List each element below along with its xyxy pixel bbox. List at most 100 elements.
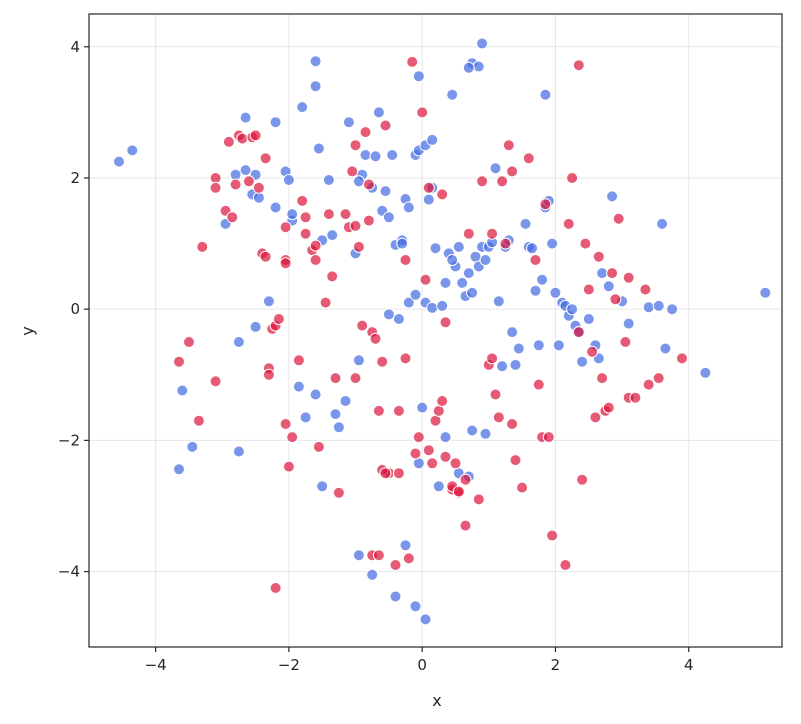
data-point-series-1 (596, 267, 609, 280)
data-point-series-1 (532, 339, 545, 352)
data-points (113, 37, 772, 626)
data-point-series-2 (419, 273, 432, 286)
data-point-series-1 (416, 401, 429, 414)
data-point-series-2 (449, 457, 462, 470)
data-point-series-1 (472, 60, 485, 73)
data-point-series-2 (582, 283, 595, 296)
data-point-series-1 (352, 549, 365, 562)
data-point-series-2 (506, 165, 519, 178)
data-point-series-1 (536, 273, 549, 286)
data-point-series-2 (279, 221, 292, 234)
data-point-series-1 (436, 299, 449, 312)
data-point-series-2 (506, 418, 519, 430)
data-point-series-1 (462, 61, 475, 74)
x-tick-label: 2 (551, 656, 561, 674)
data-point-series-2 (409, 447, 422, 460)
data-point-series-1 (462, 267, 475, 280)
data-point-series-2 (299, 211, 312, 224)
data-point-series-1 (126, 144, 139, 157)
data-point-series-2 (529, 254, 542, 266)
data-point-series-2 (619, 336, 632, 348)
data-point-series-1 (113, 155, 125, 168)
data-point-series-1 (602, 280, 615, 293)
data-point-series-2 (489, 388, 502, 401)
data-point-series-2 (222, 135, 235, 148)
data-point-series-2 (586, 345, 599, 358)
data-point-series-2 (349, 372, 362, 385)
data-point-series-2 (332, 486, 345, 499)
data-point-series-2 (173, 355, 185, 368)
data-point-series-2 (612, 212, 625, 225)
data-point-series-2 (639, 283, 652, 296)
data-point-series-1 (309, 55, 322, 68)
data-point-series-1 (479, 254, 492, 266)
data-point-series-1 (422, 193, 435, 206)
data-point-series-2 (472, 493, 485, 506)
data-point-series-2 (356, 319, 369, 332)
y-tick-label: 4 (70, 38, 80, 56)
data-point-series-1 (239, 111, 252, 124)
data-point-series-1 (389, 590, 402, 603)
data-point-series-2 (392, 467, 405, 480)
data-point-series-2 (406, 55, 419, 68)
data-point-series-1 (452, 240, 465, 253)
data-point-series-2 (362, 214, 375, 227)
y-tick-label: −2 (58, 431, 80, 449)
data-point-series-2 (346, 165, 359, 178)
data-point-series-2 (609, 293, 622, 306)
data-point-series-1 (309, 388, 322, 401)
data-point-series-1 (512, 342, 525, 355)
data-point-series-2 (242, 175, 255, 188)
data-point-series-2 (309, 239, 322, 252)
data-point-series-2 (272, 313, 285, 325)
data-point-series-2 (329, 372, 342, 385)
data-point-series-2 (352, 240, 365, 253)
data-point-series-1 (496, 360, 509, 373)
data-point-series-2 (606, 267, 619, 280)
data-point-series-1 (439, 431, 452, 444)
data-point-series-1 (309, 80, 322, 93)
data-point-series-2 (286, 431, 299, 444)
data-point-series-2 (439, 450, 452, 463)
data-point-series-1 (176, 384, 189, 397)
data-point-series-1 (576, 355, 589, 368)
data-point-series-1 (582, 313, 595, 325)
data-point-series-1 (296, 101, 309, 114)
data-point-series-2 (372, 404, 385, 417)
tick-labels: −4 −2 0 2 4 −4 −2 0 2 4 (58, 38, 694, 674)
data-point-series-2 (249, 129, 262, 142)
data-point-series-2 (676, 352, 688, 365)
data-point-series-1 (549, 286, 562, 299)
grid-lines (89, 14, 782, 647)
data-point-series-1 (369, 150, 382, 163)
data-point-series-1 (366, 568, 379, 581)
data-point-series-1 (312, 142, 325, 155)
data-point-series-1 (699, 366, 712, 379)
data-point-series-2 (209, 181, 222, 194)
data-point-series-1 (526, 242, 539, 255)
data-point-series-1 (659, 342, 672, 355)
data-point-series-2 (652, 372, 665, 385)
x-tick-label: 4 (684, 656, 694, 674)
data-point-series-2 (462, 227, 475, 240)
data-point-series-1 (402, 201, 415, 214)
y-tick-label: −4 (58, 563, 80, 581)
data-point-series-1 (322, 174, 335, 186)
data-point-series-2 (459, 473, 472, 486)
data-point-series-2 (209, 375, 222, 388)
data-point-series-1 (186, 440, 199, 453)
data-point-series-1 (173, 463, 185, 476)
data-point-series-1 (419, 613, 432, 626)
data-point-series-2 (349, 139, 362, 152)
data-point-series-2 (339, 208, 352, 221)
data-point-series-2 (436, 188, 449, 201)
data-point-series-1 (466, 424, 479, 437)
data-point-series-1 (286, 208, 299, 221)
data-point-series-1 (359, 149, 372, 161)
data-point-series-2 (269, 582, 282, 594)
x-tick-label: −4 (145, 656, 167, 674)
data-point-series-2 (399, 352, 412, 365)
data-point-series-2 (299, 227, 312, 240)
data-point-series-2 (236, 132, 249, 145)
data-point-series-2 (362, 178, 375, 191)
